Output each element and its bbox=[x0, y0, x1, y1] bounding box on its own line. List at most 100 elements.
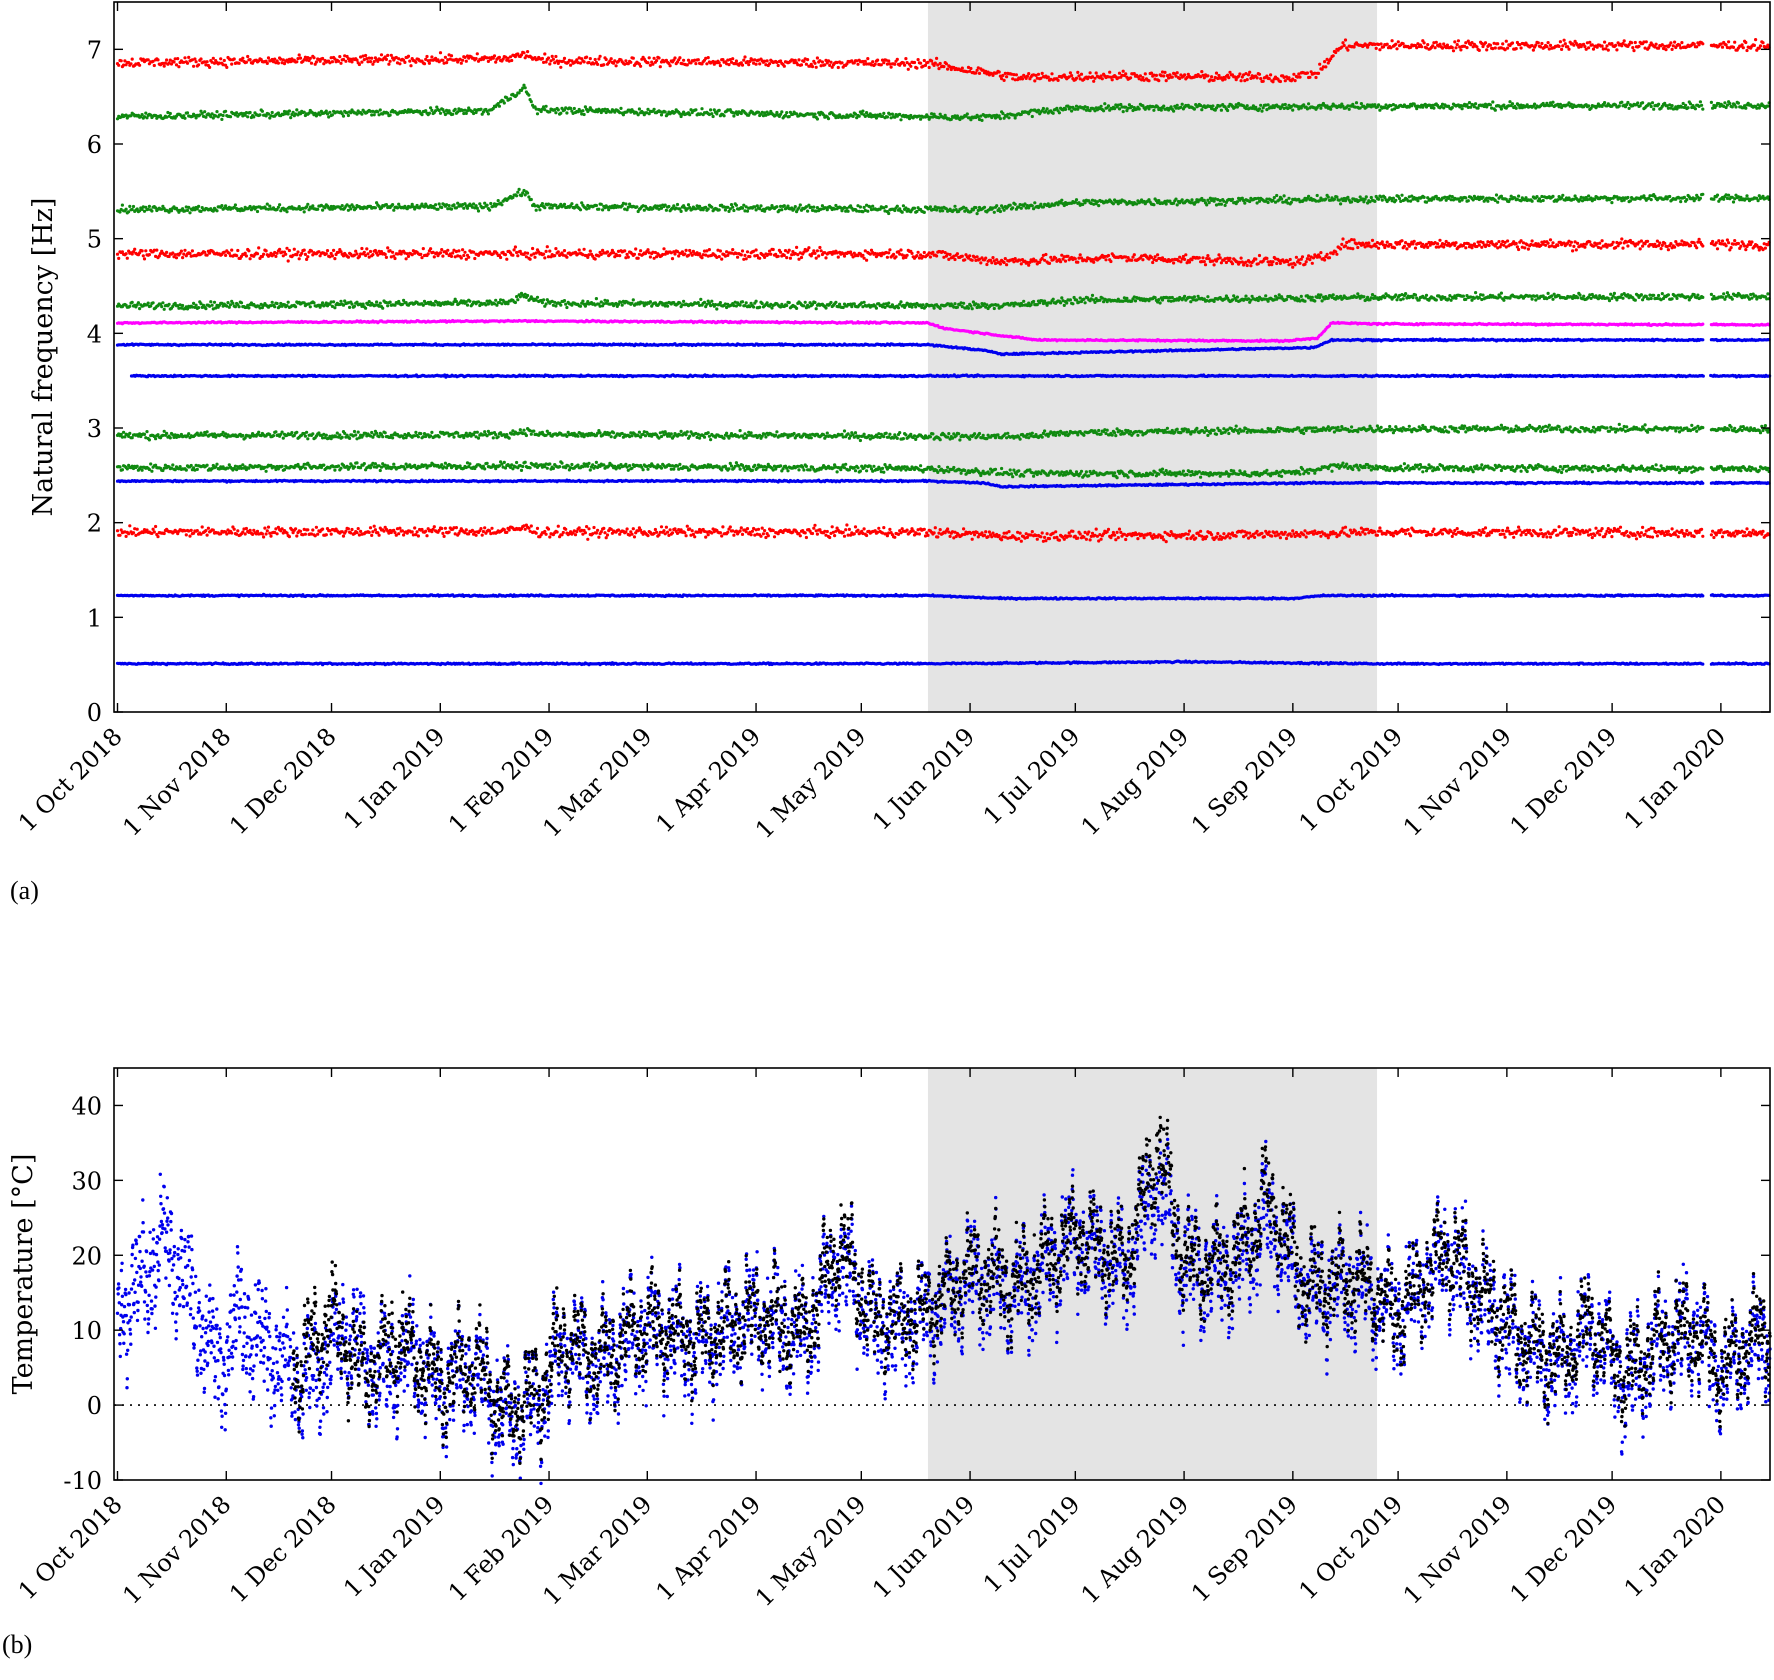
data-point bbox=[1578, 532, 1582, 536]
data-point bbox=[316, 532, 320, 536]
data-point bbox=[771, 528, 775, 533]
data-point bbox=[1124, 537, 1128, 542]
data-point bbox=[118, 533, 122, 537]
data-point bbox=[1057, 538, 1061, 542]
data-point bbox=[1720, 535, 1725, 539]
data-point bbox=[523, 527, 527, 531]
data-point bbox=[529, 524, 533, 528]
data-point bbox=[1625, 529, 1629, 534]
data-point bbox=[828, 535, 832, 540]
data-point bbox=[1391, 534, 1395, 538]
data-point bbox=[1116, 536, 1120, 540]
data-point bbox=[1248, 531, 1252, 535]
data-point bbox=[917, 532, 922, 536]
data-point bbox=[368, 526, 373, 530]
data-point bbox=[1524, 532, 1528, 537]
data-point bbox=[877, 526, 881, 530]
data-point bbox=[505, 530, 509, 535]
data-point bbox=[1363, 532, 1367, 536]
data-point bbox=[1455, 527, 1459, 531]
data-point bbox=[206, 526, 210, 530]
data-point bbox=[1187, 529, 1192, 533]
data-point bbox=[1039, 535, 1043, 539]
data-point bbox=[1294, 530, 1298, 535]
data-point bbox=[321, 527, 325, 531]
data-point bbox=[1709, 533, 1713, 537]
data-point bbox=[1343, 525, 1348, 529]
data-point bbox=[1234, 534, 1238, 538]
data-point bbox=[592, 525, 596, 530]
data-point bbox=[1571, 530, 1575, 535]
data-point bbox=[564, 527, 568, 531]
data-point bbox=[370, 533, 374, 538]
data-point bbox=[882, 526, 886, 530]
data-point bbox=[324, 533, 328, 537]
data-point bbox=[1255, 529, 1259, 533]
data-point bbox=[424, 529, 428, 533]
data-point bbox=[662, 529, 666, 533]
data-point bbox=[973, 533, 977, 537]
data-point bbox=[346, 527, 350, 531]
data-point bbox=[1191, 534, 1195, 538]
data-point bbox=[260, 532, 264, 536]
data-point bbox=[841, 530, 845, 535]
data-point bbox=[1136, 537, 1140, 541]
data-point bbox=[632, 535, 637, 539]
data-point bbox=[152, 530, 156, 534]
data-point bbox=[1210, 533, 1214, 537]
data-point bbox=[230, 531, 234, 535]
data-point bbox=[311, 528, 315, 532]
data-point bbox=[1260, 531, 1264, 535]
data-point bbox=[862, 527, 866, 531]
data-point bbox=[690, 529, 694, 533]
data-point bbox=[1054, 530, 1058, 534]
data-point bbox=[128, 524, 132, 528]
data-point bbox=[761, 532, 766, 536]
data-point bbox=[1548, 535, 1553, 539]
data-point bbox=[970, 537, 974, 541]
data-point bbox=[1557, 525, 1561, 529]
data-point bbox=[1205, 535, 1209, 539]
data-point bbox=[763, 529, 767, 533]
data-point bbox=[413, 526, 417, 530]
data-point bbox=[1373, 530, 1377, 534]
data-point bbox=[306, 528, 310, 532]
data-point bbox=[1588, 528, 1592, 532]
data-point bbox=[653, 527, 658, 532]
data-point bbox=[295, 534, 299, 538]
data-point bbox=[798, 534, 802, 538]
data-point bbox=[744, 530, 748, 534]
data-point bbox=[1278, 536, 1282, 540]
data-point bbox=[1043, 535, 1047, 540]
data-point bbox=[693, 535, 697, 539]
data-point bbox=[1503, 535, 1507, 539]
data-point bbox=[373, 528, 377, 532]
data-point bbox=[1701, 594, 1705, 598]
data-point bbox=[1432, 527, 1436, 531]
data-point bbox=[1302, 533, 1306, 537]
data-point bbox=[377, 533, 381, 537]
data-point bbox=[936, 535, 940, 539]
data-point bbox=[1253, 535, 1257, 540]
data-point bbox=[1502, 532, 1506, 536]
data-point bbox=[1701, 534, 1705, 538]
data-point bbox=[1068, 534, 1072, 538]
data-point bbox=[962, 527, 966, 531]
data-point bbox=[812, 526, 816, 530]
data-point bbox=[853, 525, 858, 529]
series-blue-0 bbox=[115, 659, 1771, 667]
shaded-interval bbox=[927, 2, 1378, 712]
data-point bbox=[561, 530, 565, 535]
data-point bbox=[200, 525, 204, 529]
data-point bbox=[1700, 527, 1704, 531]
data-point bbox=[1701, 662, 1705, 666]
data-point bbox=[1099, 537, 1103, 541]
data-point bbox=[1228, 536, 1232, 540]
data-point bbox=[766, 534, 770, 538]
data-point bbox=[415, 530, 419, 534]
data-point bbox=[287, 535, 291, 539]
data-point bbox=[659, 525, 664, 529]
data-point bbox=[507, 528, 511, 532]
data-point bbox=[1633, 533, 1637, 538]
data-point bbox=[425, 534, 429, 538]
